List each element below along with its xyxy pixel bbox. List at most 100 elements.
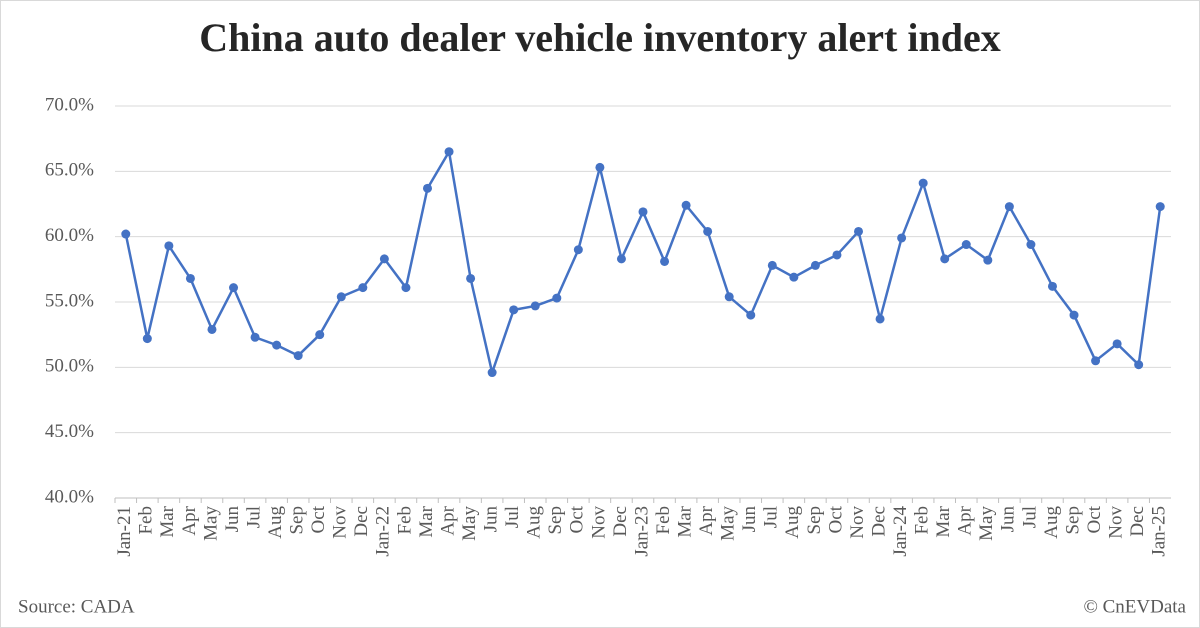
y-tick-label: 45.0% [45, 421, 94, 442]
data-point [918, 178, 928, 188]
x-tick-label: Mar [416, 505, 437, 537]
x-tick-label: Feb [394, 506, 415, 535]
data-point [229, 283, 239, 293]
data-point [530, 301, 540, 311]
x-tick-label: Sep [287, 506, 308, 535]
x-tick-label: Jul [1019, 506, 1040, 528]
x-tick-label: Nov [588, 506, 609, 539]
x-tick-label: Dec [351, 506, 372, 537]
x-tick-label: Feb [653, 506, 674, 535]
x-tick-label: Aug [265, 506, 286, 539]
x-tick-label: Nov [847, 506, 868, 539]
data-point [422, 183, 432, 193]
data-point [1155, 202, 1165, 212]
data-point [1004, 202, 1014, 212]
data-point [1112, 339, 1122, 349]
x-tick-label: Jun [739, 506, 760, 533]
data-point [293, 351, 303, 361]
y-tick-label: 70.0% [45, 94, 94, 115]
data-point [660, 256, 670, 266]
data-point [1026, 240, 1036, 250]
x-tick-label: May [976, 506, 997, 541]
data-point [940, 254, 950, 264]
x-tick-label: Oct [308, 505, 329, 533]
x-tick-label: Jan-24 [890, 506, 911, 557]
data-point [703, 226, 713, 236]
data-point [746, 310, 756, 320]
data-point [854, 226, 864, 236]
data-point [1091, 356, 1101, 366]
x-tick-label: May [200, 506, 221, 541]
x-tick-label: Jan-22 [373, 506, 394, 557]
x-tick-label: Oct [567, 505, 588, 533]
data-point [638, 207, 648, 217]
x-tick-label: Apr [955, 505, 976, 535]
x-tick-label: Apr [179, 505, 200, 535]
y-tick-label: 55.0% [45, 290, 94, 311]
x-tick-label: Jun [481, 506, 502, 533]
data-point [379, 254, 389, 264]
y-tick-label: 40.0% [45, 486, 94, 507]
x-tick-label: Apr [437, 505, 458, 535]
x-tick-label: Feb [136, 506, 157, 535]
data-point [315, 330, 325, 340]
data-point [724, 292, 734, 302]
x-tick-label: Jan-23 [631, 506, 652, 557]
data-point [336, 292, 346, 302]
x-tick-label: May [718, 506, 739, 541]
data-point [272, 340, 282, 350]
data-point [1047, 281, 1057, 291]
y-tick-label: 60.0% [45, 225, 94, 246]
data-point [681, 200, 691, 210]
data-point [573, 245, 583, 255]
data-point [875, 314, 885, 324]
data-point [789, 272, 799, 282]
data-point [207, 324, 217, 334]
data-point [509, 305, 519, 315]
x-tick-label: Sep [1062, 506, 1083, 535]
x-tick-label: Aug [1041, 506, 1062, 539]
x-tick-label: Jul [502, 506, 523, 528]
data-point [142, 334, 152, 344]
data-point [1134, 360, 1144, 370]
data-point [444, 147, 454, 157]
data-point [552, 293, 562, 303]
data-point [487, 368, 497, 378]
x-tick-label: Sep [545, 506, 566, 535]
x-tick-label: Mar [674, 505, 695, 537]
x-tick-label: Jan-25 [1149, 506, 1170, 557]
data-point [983, 255, 993, 265]
data-point [185, 273, 195, 283]
x-tick-label: Dec [1127, 506, 1148, 537]
credit: © CnEVData [1083, 596, 1186, 617]
x-tick-label: Nov [1105, 506, 1126, 539]
x-tick-label: Mar [157, 505, 178, 537]
data-point [897, 233, 907, 243]
x-tick-label: Jun [998, 506, 1019, 533]
x-tick-label: Jul [243, 506, 264, 528]
data-point [767, 260, 777, 270]
data-point [961, 240, 971, 250]
data-point [810, 260, 820, 270]
x-tick-label: Mar [933, 505, 954, 537]
x-tick-label: Jan-21 [114, 506, 135, 557]
x-tick-label: Jul [761, 506, 782, 528]
y-tick-label: 50.0% [45, 356, 94, 377]
data-point [595, 162, 605, 172]
x-tick-label: Feb [912, 506, 933, 535]
data-point [358, 283, 368, 293]
data-point [401, 283, 411, 293]
chart-title: China auto dealer vehicle inventory aler… [199, 15, 1000, 60]
source: Source: CADA [18, 596, 135, 617]
data-point [250, 332, 260, 342]
x-tick-label: Dec [610, 506, 631, 537]
data-point [616, 254, 626, 264]
x-tick-label: Nov [330, 506, 351, 539]
x-tick-label: Oct [1084, 505, 1105, 533]
data-point [832, 250, 842, 260]
y-tick-label: 65.0% [45, 160, 94, 181]
data-point [164, 241, 174, 251]
x-tick-label: Jun [222, 506, 243, 533]
